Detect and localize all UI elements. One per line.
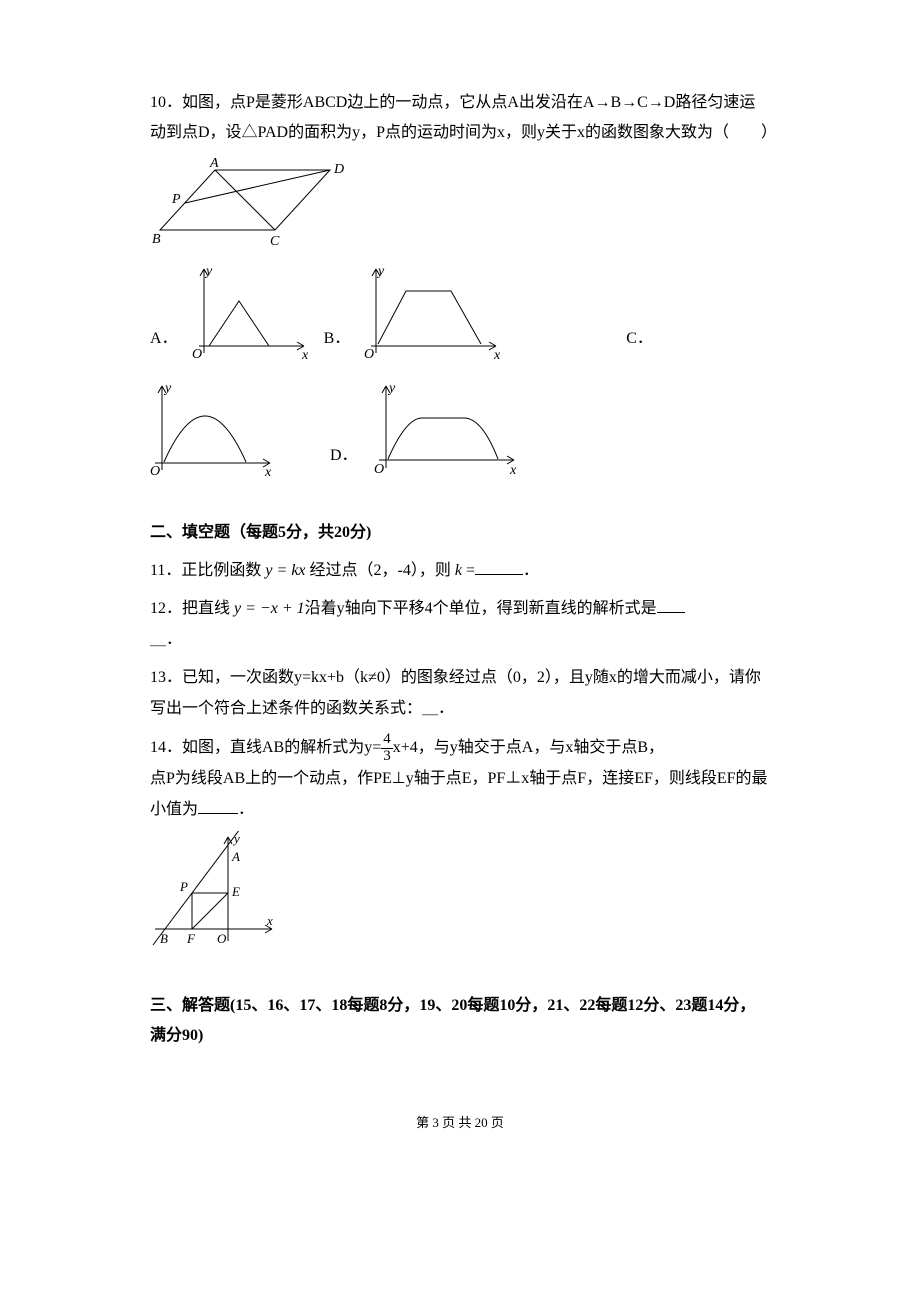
q14-l1a: 14．如图，直线AB的解析式为y= [150, 739, 381, 756]
svg-text:O: O [150, 464, 160, 478]
q11: 11．正比例函数 y = kx 经过点（2，-4），则 k = ． [150, 556, 770, 586]
svg-text:O: O [217, 931, 227, 946]
svg-text:y: y [387, 381, 396, 396]
choice-b-label: B． [324, 324, 351, 372]
choice-b-graph: y x O [356, 261, 506, 372]
q11-mid: 经过点（2，-4），则 [306, 562, 455, 579]
q10-choices-row1: A． y x O B． [150, 261, 770, 372]
svg-text:x: x [301, 348, 309, 361]
choice-d-label: D． [330, 441, 358, 489]
q11-end: ． [523, 562, 539, 579]
choice-a-label: A． [150, 324, 178, 372]
q14-blank [198, 813, 238, 814]
q14: 14．如图，直线AB的解析式为y=43x+4，与y轴交于点A，与x轴交于点B， … [150, 732, 770, 825]
q11-eq: y = kx [265, 562, 305, 579]
q14-l1b: x+4，与y轴交于点A，与x轴交于点B， [393, 739, 664, 756]
svg-text:y: y [376, 264, 385, 279]
rhombus-label-c: C [270, 234, 280, 249]
svg-text:F: F [186, 931, 196, 946]
q10-rhombus: A D B C P [150, 155, 350, 255]
q12-cont: ＿． [150, 625, 770, 655]
choice-c-graph: y x O [150, 378, 280, 489]
q11-post: = [462, 562, 475, 579]
svg-text:x: x [264, 465, 272, 478]
q11-blank [475, 574, 523, 575]
rhombus-label-a: A [209, 156, 219, 171]
choice-d-graph: y x O [364, 378, 524, 489]
rhombus-label-d: D [333, 162, 344, 177]
svg-text:O: O [364, 347, 374, 361]
rhombus-label-b: B [152, 232, 161, 247]
svg-text:x: x [493, 348, 501, 361]
page-footer: 第 3 页 共 20 页 [150, 1111, 770, 1136]
svg-text:O: O [192, 347, 202, 361]
q13: 13．已知，一次函数y=kx+b（k≠0）的图象经过点（0，2），且y随x的增大… [150, 663, 770, 724]
q12-mid: 沿着y轴向下平移4个单位，得到新直线的解析式是 [305, 600, 657, 617]
q12: 12．把直线 y = −x + 1沿着y轴向下平移4个单位，得到新直线的解析式是… [150, 594, 770, 655]
section2-title: 二、填空题（每题5分，共20分) [150, 518, 770, 548]
choice-a-graph: y x O [184, 261, 314, 372]
svg-text:y: y [163, 381, 172, 396]
q12-eq: y = −x + 1 [234, 600, 305, 617]
svg-text:x: x [266, 913, 273, 928]
q12-pre: 12．把直线 [150, 600, 234, 617]
section3-title: 三、解答题(15、16、17、18每题8分，19、20每题10分，21、22每题… [150, 991, 770, 1052]
q11-k: k [455, 562, 462, 579]
q10-text: 10．如图，点P是菱形ABCD边上的一动点，它从点A出发沿在A→B→C→D路径匀… [150, 88, 770, 149]
svg-text:A: A [231, 849, 240, 864]
svg-text:x: x [509, 463, 517, 478]
q14-frac: 43 [381, 732, 393, 765]
choice-c-label: C． [626, 324, 653, 372]
q12-blank [657, 612, 685, 613]
q11-pre: 11．正比例函数 [150, 562, 265, 579]
q10-choices-row2: y x O D． y x O [150, 378, 770, 489]
svg-text:E: E [231, 884, 240, 899]
q14-end: ． [238, 801, 254, 818]
svg-text:y: y [204, 264, 213, 279]
rhombus-label-p: P [171, 192, 181, 207]
q14-figure: A B P E F O x y [150, 831, 770, 962]
svg-text:P: P [179, 879, 188, 894]
svg-text:O: O [374, 462, 384, 477]
svg-text:y: y [232, 831, 240, 846]
svg-text:B: B [160, 931, 168, 946]
